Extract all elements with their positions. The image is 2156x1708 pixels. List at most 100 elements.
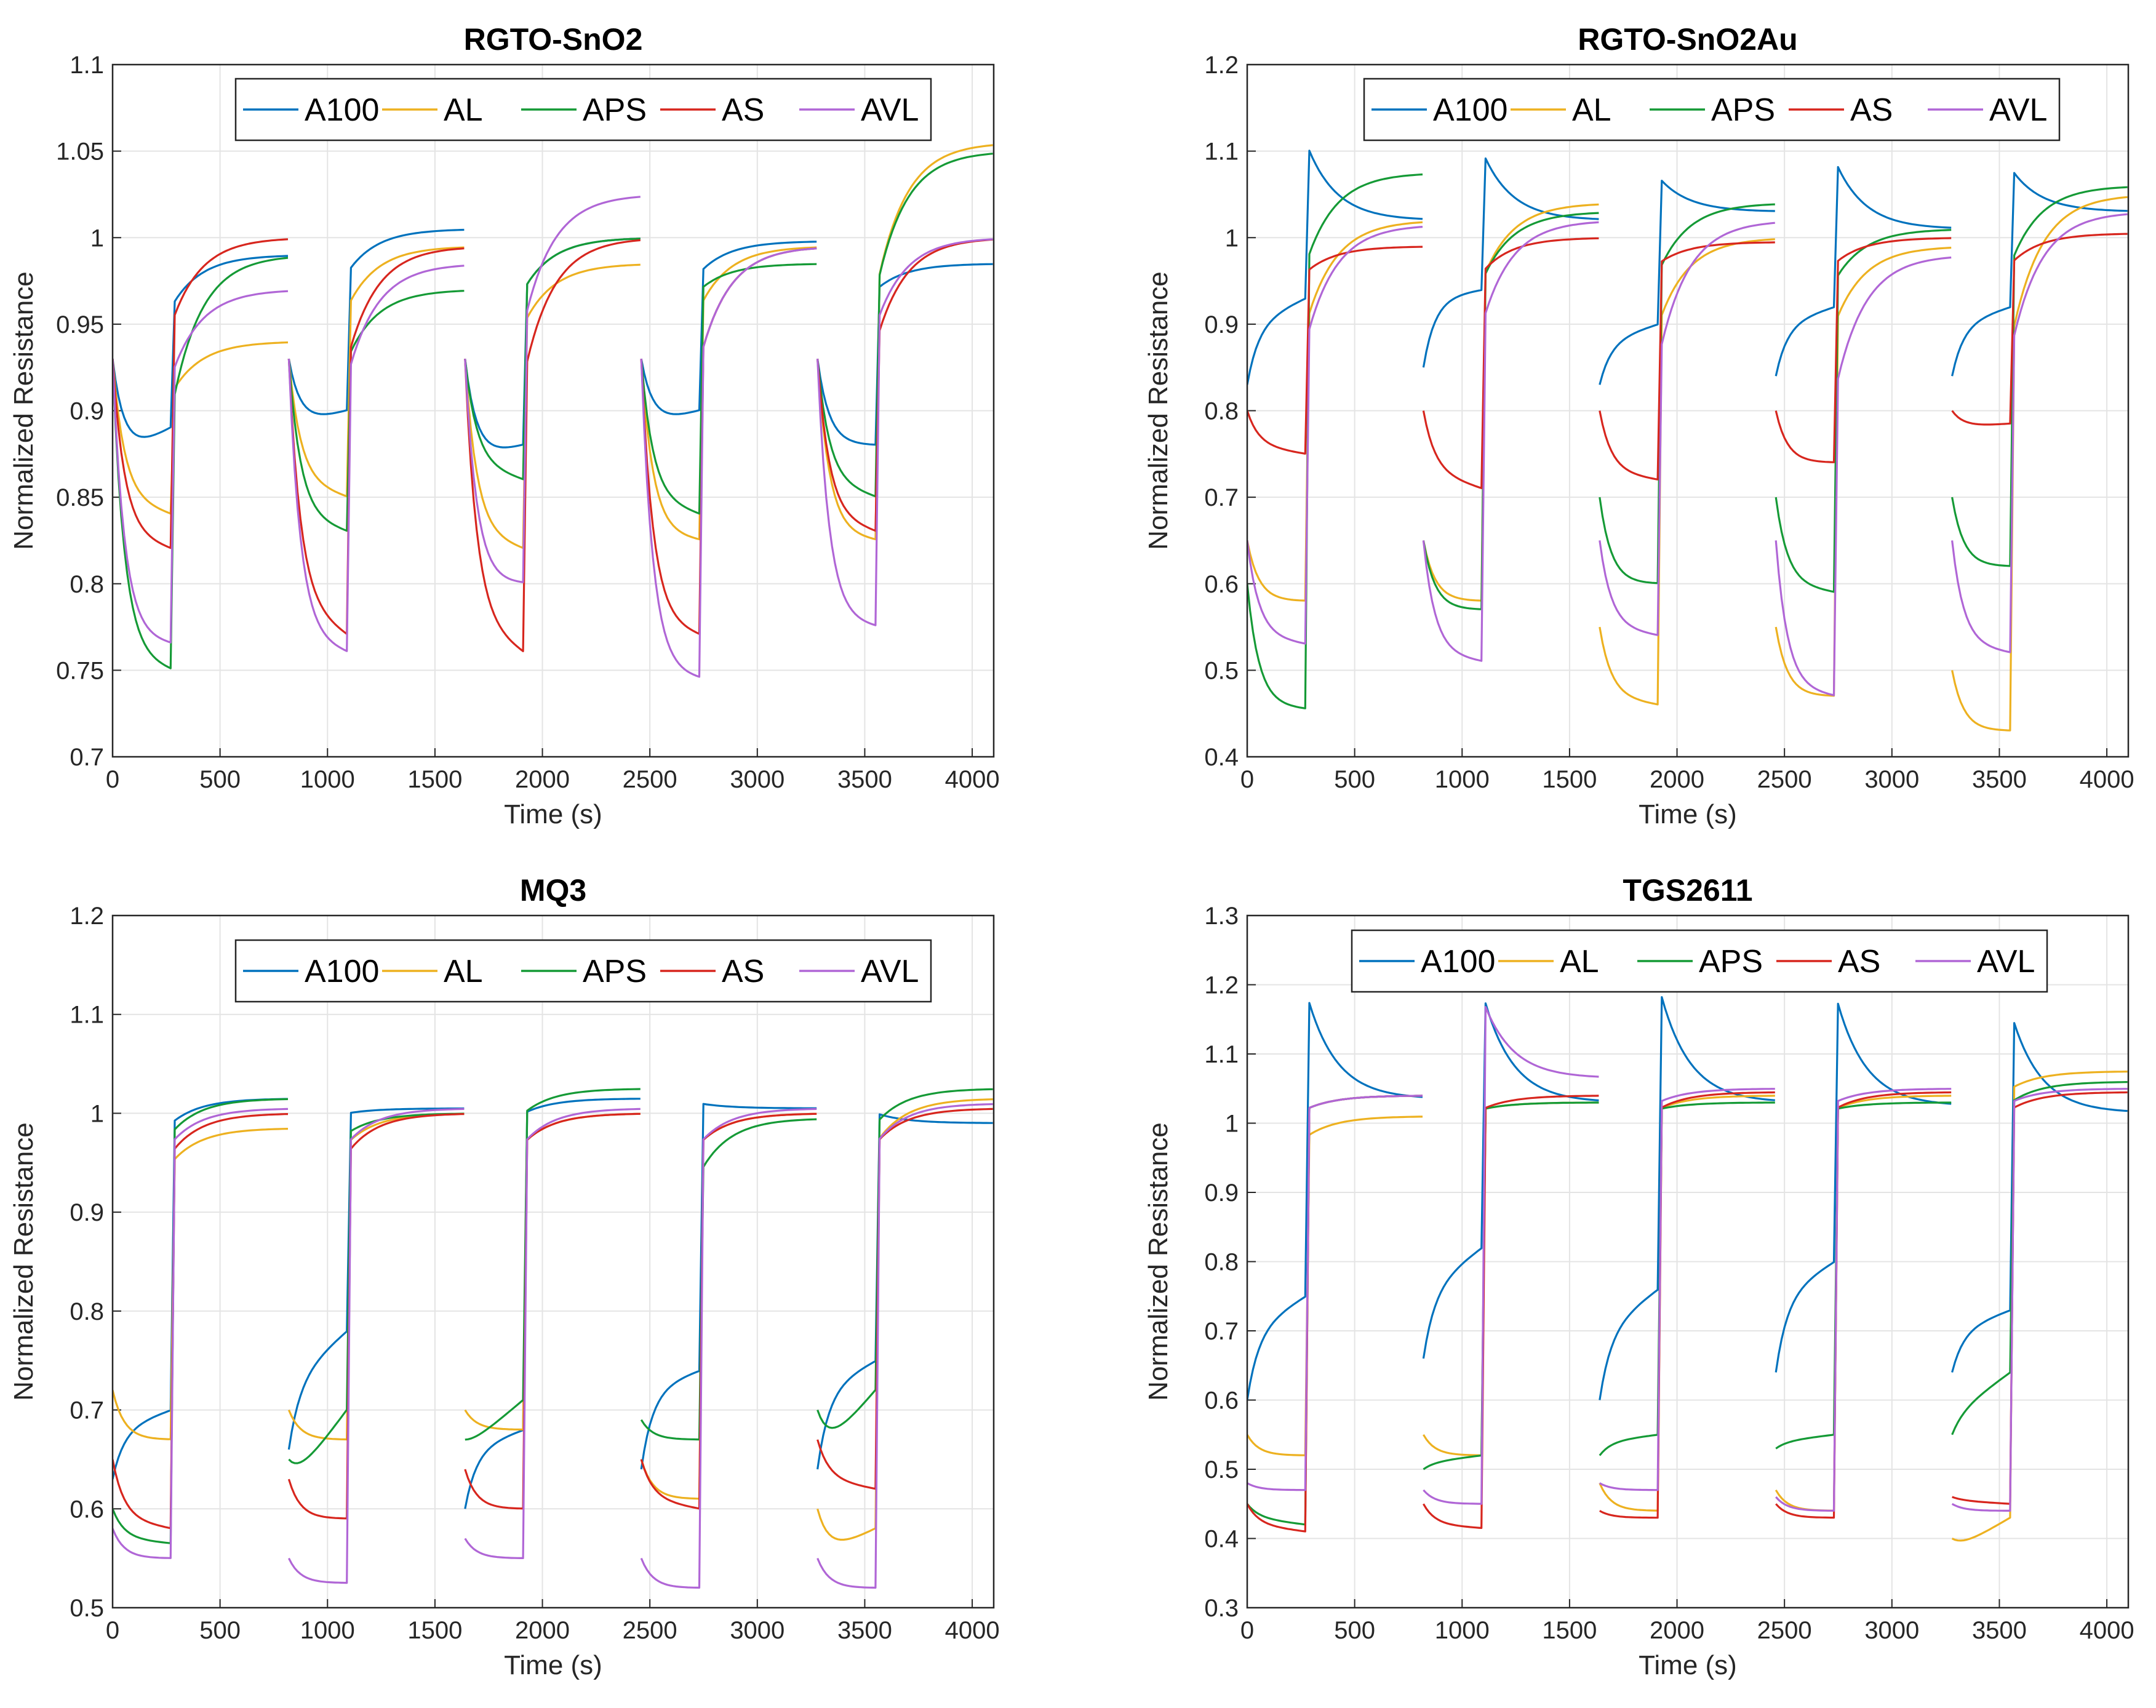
y-tick-label: 0.5 xyxy=(1204,657,1239,684)
legend-label-AS: AS xyxy=(1850,92,1893,128)
y-tick-label: 0.8 xyxy=(70,571,104,598)
y-tick-label: 0.9 xyxy=(70,1199,104,1226)
legend-label-AS: AS xyxy=(722,92,764,128)
x-tick-label: 2000 xyxy=(515,1617,570,1644)
chart-panel-4: 0 500 1000 1500 2000 2500 3000 3500 4000 0.3 0.4 0.… xyxy=(1143,873,2134,1680)
y-tick-label: 0.9 xyxy=(1204,1179,1239,1207)
series-line-AS xyxy=(113,238,993,652)
chart-title: MQ3 xyxy=(520,873,586,908)
series-line-AVL xyxy=(1247,1006,2128,1512)
y-tick-label: 0.5 xyxy=(70,1595,104,1622)
x-axis-label: Time (s) xyxy=(504,1650,602,1680)
x-tick-label: 2500 xyxy=(1757,1617,1812,1644)
x-tick-label: 0 xyxy=(106,1617,119,1644)
x-axis-label: Time (s) xyxy=(1639,1650,1737,1680)
series-line-AS xyxy=(1247,233,2128,489)
x-tick-label: 500 xyxy=(199,766,241,793)
series-line-A100 xyxy=(1247,150,2128,385)
legend-label-APS: APS xyxy=(583,954,647,989)
x-tick-label: 3500 xyxy=(837,766,892,793)
x-tick-label: 3000 xyxy=(1864,1617,1919,1644)
series-line-APS xyxy=(113,153,993,669)
x-tick-label: 1000 xyxy=(300,1617,355,1644)
y-tick-label: 1.2 xyxy=(70,903,104,930)
series-line-AL xyxy=(113,144,993,549)
x-tick-label: 0 xyxy=(1240,1617,1254,1644)
y-tick-label: 0.9 xyxy=(1204,311,1239,338)
y-tick-label: 1.05 xyxy=(56,138,104,166)
chart-title: RGTO-SnO2Au xyxy=(1578,22,1797,57)
legend-label-AVL: AVL xyxy=(861,92,919,128)
axes-frame xyxy=(111,914,995,1609)
legend-label-AL: AL xyxy=(1572,92,1611,128)
legend-label-APS: APS xyxy=(583,92,647,128)
axes-frame xyxy=(1246,914,2130,1609)
legend: A100 AL APS AS AVL xyxy=(1351,929,2048,993)
legend-label-AVL: AVL xyxy=(1977,944,2035,980)
y-tick-label: 0.8 xyxy=(70,1298,104,1325)
legend-label-AL: AL xyxy=(444,954,483,989)
y-tick-label: 0.95 xyxy=(56,311,104,338)
y-tick-label: 1 xyxy=(1225,1111,1239,1138)
series-line-A100 xyxy=(1247,996,2128,1400)
legend-label-AS: AS xyxy=(722,954,764,989)
y-tick-label: 1.1 xyxy=(70,52,104,79)
x-tick-label: 2500 xyxy=(623,1617,677,1644)
series-line-AVL xyxy=(1247,213,2128,696)
x-tick-label: 3500 xyxy=(1972,766,2027,793)
legend-label-APS: APS xyxy=(1711,92,1775,128)
legend: A100 AL APS AS AVL xyxy=(1363,78,2061,142)
series-line-APS xyxy=(1247,173,2128,709)
y-tick-label: 0.7 xyxy=(70,1397,104,1424)
y-tick-label: 0.8 xyxy=(1204,1249,1239,1276)
x-tick-label: 1500 xyxy=(1542,766,1597,793)
y-tick-label: 0.7 xyxy=(1204,1318,1239,1345)
x-tick-label: 500 xyxy=(1334,766,1375,793)
x-tick-label: 2000 xyxy=(515,766,570,793)
y-tick-label: 0.7 xyxy=(70,744,104,771)
y-tick-label: 0.7 xyxy=(1204,484,1239,511)
x-tick-label: 2500 xyxy=(623,766,677,793)
series-line-APS xyxy=(113,1088,993,1544)
legend: A100 AL APS AS AVL xyxy=(234,78,932,142)
y-tick-label: 0.4 xyxy=(1204,744,1239,771)
x-tick-label: 0 xyxy=(106,766,119,793)
x-tick-label: 2000 xyxy=(1650,1617,1704,1644)
chart-title: RGTO-SnO2 xyxy=(464,22,643,57)
chart-panel-3: 0 500 1000 1500 2000 2500 3000 3500 4000 0.5 0.6 0.… xyxy=(9,873,1000,1680)
legend-label-AL: AL xyxy=(444,92,483,128)
series-line-AVL xyxy=(113,196,993,678)
series-line-A100 xyxy=(113,1098,993,1509)
y-tick-label: 1.2 xyxy=(1204,52,1239,79)
y-tick-label: 0.5 xyxy=(1204,1456,1239,1483)
legend-label-AVL: AVL xyxy=(861,954,919,989)
x-tick-label: 4000 xyxy=(945,1617,1000,1644)
legend-label-A100: A100 xyxy=(1433,92,1507,128)
x-tick-label: 3000 xyxy=(730,766,785,793)
x-tick-label: 2500 xyxy=(1757,766,1812,793)
series-line-AVL xyxy=(113,1103,993,1589)
y-tick-label: 1.1 xyxy=(1204,138,1239,166)
y-tick-label: 1 xyxy=(90,225,104,252)
x-tick-label: 1000 xyxy=(1435,766,1490,793)
x-tick-label: 0 xyxy=(1240,766,1254,793)
y-tick-label: 0.6 xyxy=(1204,1387,1239,1415)
y-tick-label: 0.8 xyxy=(1204,398,1239,425)
y-tick-label: 0.85 xyxy=(56,484,104,511)
axes-frame xyxy=(1246,63,2130,758)
legend-label-AS: AS xyxy=(1838,944,1880,980)
x-tick-label: 3000 xyxy=(730,1617,785,1644)
y-tick-label: 0.9 xyxy=(70,398,104,425)
y-tick-label: 1 xyxy=(90,1100,104,1127)
x-tick-label: 4000 xyxy=(945,766,1000,793)
y-axis-label: Normalized Resistance xyxy=(9,1122,39,1400)
x-axis-label: Time (s) xyxy=(504,799,602,829)
y-axis-label: Normalized Resistance xyxy=(9,271,39,549)
y-tick-label: 0.4 xyxy=(1204,1526,1239,1553)
legend-label-A100: A100 xyxy=(1421,944,1495,980)
series-line-AS xyxy=(113,1107,993,1530)
x-tick-label: 4000 xyxy=(2080,1617,2134,1644)
x-tick-label: 1000 xyxy=(1435,1617,1490,1644)
legend-label-A100: A100 xyxy=(305,92,379,128)
